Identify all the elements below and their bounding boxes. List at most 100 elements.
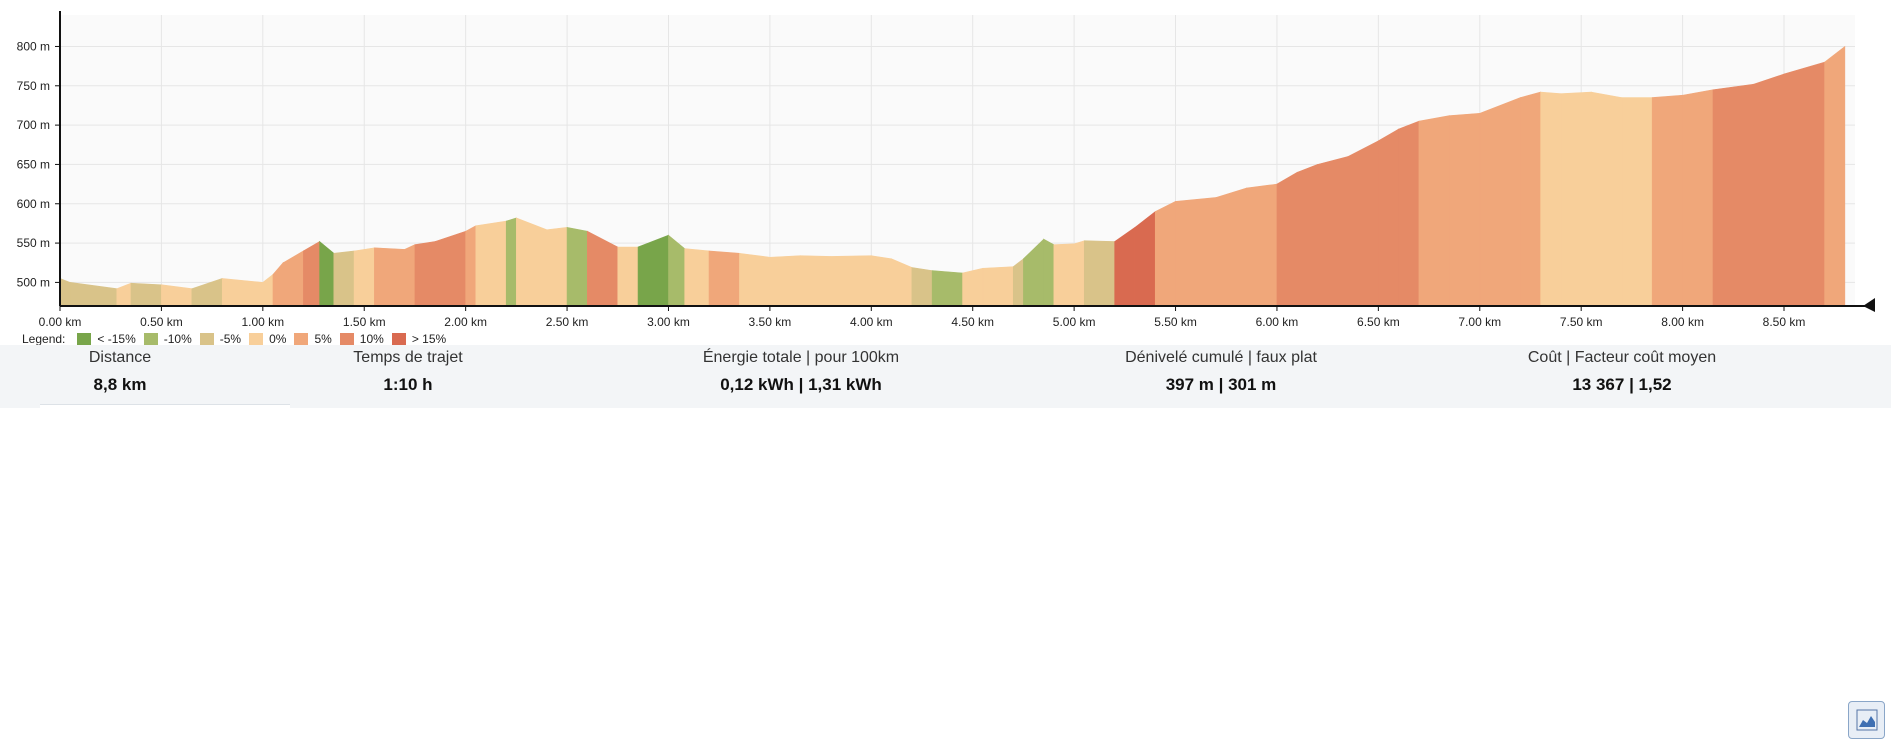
x-tick-label: 8.50 km (1763, 315, 1806, 329)
elevation-segment (516, 217, 548, 307)
elevation-segment (1276, 171, 1298, 307)
elevation-segment (130, 282, 162, 307)
stat-value: 1:10 h (383, 375, 433, 394)
elevation-segment (962, 267, 984, 307)
elevation-segment (404, 244, 416, 307)
legend-item: < -15% (77, 332, 136, 346)
x-tick-label: 2.00 km (444, 315, 487, 329)
elevation-segment (1682, 89, 1714, 307)
route-stats-bar: Distance 8,8 km Temps de trajet 1:10 h É… (0, 345, 1891, 739)
legend-label: -5% (219, 332, 242, 346)
elevation-segment (319, 240, 335, 307)
legend-item: 10% (339, 332, 384, 346)
stat-trip-time: Temps de trajet 1:10 h (248, 345, 568, 395)
x-tick-label: 0.50 km (140, 315, 183, 329)
stat-value: 397 m | 301 m (1165, 375, 1277, 394)
elevation-segment (1378, 128, 1399, 307)
legend-label: 10% (359, 332, 384, 346)
chart-toggle-button[interactable] (1848, 701, 1885, 739)
elevation-segment (870, 255, 892, 307)
elevation-segment (1651, 94, 1683, 307)
stat-label: Dénivelé cumulé | faux plat (1125, 349, 1317, 366)
legend-swatch (77, 333, 92, 345)
elevation-segment (982, 266, 1014, 307)
legend-item: -5% (199, 332, 242, 346)
elevation-segment (1154, 200, 1176, 307)
stat-value: 8,8 km (93, 375, 147, 394)
elevation-segment (1114, 226, 1136, 307)
x-tick-label: 4.00 km (850, 315, 893, 329)
elevation-segment (617, 246, 639, 307)
elevation-segment (1520, 91, 1541, 307)
elevation-segment (1591, 91, 1623, 307)
elevation-segment (161, 284, 193, 307)
legend-swatch (294, 333, 309, 345)
y-tick-label: 750 m (17, 79, 50, 93)
elevation-segment (59, 278, 71, 307)
elevation-segment (684, 248, 710, 307)
y-tick-label: 500 m (17, 275, 50, 289)
legend-item: 5% (294, 332, 332, 346)
elevation-segment (637, 234, 669, 307)
stat-label: Énergie totale | pour 100km (702, 349, 900, 366)
legend-label: 0% (269, 332, 287, 346)
x-tick-label: 1.00 km (241, 315, 284, 329)
elevation-segment (546, 227, 568, 307)
elevation-segment (1053, 243, 1075, 307)
panel-bottom-edge (40, 404, 290, 409)
position-marker-icon (1863, 298, 1875, 312)
x-tick-label: 7.00 km (1458, 315, 1501, 329)
elevation-segment (475, 220, 507, 307)
elevation-segment (303, 240, 320, 307)
elevation-segment (708, 250, 740, 307)
elevation-segment (1043, 238, 1055, 307)
elevation-segment (414, 241, 436, 307)
legend-swatch (249, 333, 264, 345)
elevation-chart: 500 m 550 m 600 m 650 m 700 m 750 m 800 m 0.00 … (17, 11, 1875, 329)
area-chart-icon (1856, 709, 1877, 731)
legend-item: > 15% (391, 332, 447, 346)
legend-swatch (391, 333, 406, 345)
elevation-segment (769, 255, 801, 307)
elevation-segment (566, 226, 588, 307)
legend-label: > 15% (411, 332, 447, 346)
elevation-segment (353, 247, 375, 307)
x-tick-label: 8.00 km (1661, 315, 1704, 329)
x-tick-label: 0.00 km (39, 315, 82, 329)
stat-distance: Distance 8,8 km (0, 345, 280, 395)
elevation-segment (1449, 112, 1481, 307)
elevation-segment (1753, 73, 1785, 307)
legend-swatch (339, 333, 354, 345)
elevation-segment (1073, 240, 1085, 307)
elevation-segment (1317, 156, 1349, 307)
stat-elevation: Dénivelé cumulé | faux plat 397 m | 301 … (1061, 345, 1381, 395)
elevation-segment (1540, 91, 1562, 307)
elevation-segment (739, 252, 771, 307)
x-tick-label: 5.00 km (1053, 315, 1096, 329)
elevation-segment (1347, 140, 1379, 307)
elevation-segment (1418, 115, 1450, 307)
elevation-segment (931, 270, 963, 307)
stat-cost: Coût | Facteur coût moyen 13 367 | 1,52 (1462, 345, 1782, 395)
elevation-segment (333, 250, 355, 307)
elevation-segment (1246, 183, 1278, 307)
elevation-segment (221, 278, 264, 307)
chart-legend: Legend: < -15% -10% -5% 0% 5% 10% > 15% (22, 331, 454, 347)
x-tick-label: 3.00 km (647, 315, 690, 329)
y-tick-label: 800 m (17, 39, 50, 53)
x-tick-label: 5.50 km (1154, 315, 1197, 329)
stat-energy: Énergie totale | pour 100km 0,12 kWh | 1… (641, 345, 961, 395)
x-tick-label: 4.50 km (951, 315, 994, 329)
elevation-segment (374, 247, 406, 307)
x-tick-label: 3.50 km (749, 315, 792, 329)
elevation-segment (1712, 83, 1754, 307)
legend-swatch (199, 333, 214, 345)
elevation-segment (1479, 97, 1521, 307)
x-tick-label: 7.50 km (1560, 315, 1603, 329)
legend-swatch (143, 333, 158, 345)
x-tick-label: 2.50 km (546, 315, 589, 329)
elevation-segment (1296, 163, 1318, 307)
x-tick-label: 1.50 km (343, 315, 386, 329)
elevation-segment (1134, 211, 1156, 307)
stat-label: Distance (88, 349, 152, 366)
